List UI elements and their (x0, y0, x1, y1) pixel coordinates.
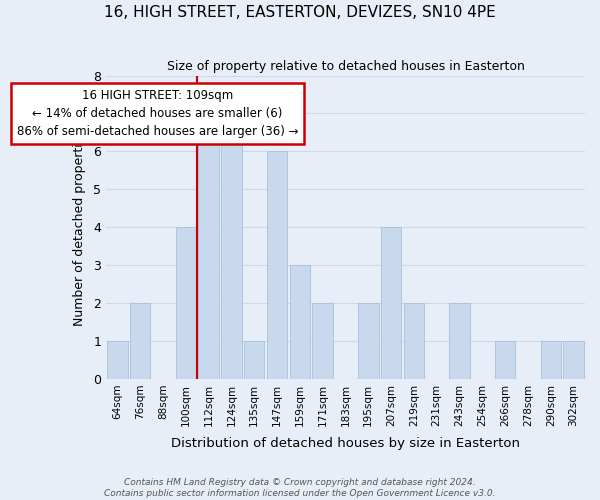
Bar (244, 341, 265, 379)
Bar (563, 341, 584, 379)
Bar (176, 227, 196, 379)
Bar (107, 341, 128, 379)
Bar (199, 114, 219, 379)
Title: Size of property relative to detached houses in Easterton: Size of property relative to detached ho… (167, 60, 524, 73)
Bar (495, 341, 515, 379)
Bar (404, 303, 424, 379)
Bar (130, 303, 151, 379)
Text: 16, HIGH STREET, EASTERTON, DEVIZES, SN10 4PE: 16, HIGH STREET, EASTERTON, DEVIZES, SN1… (104, 5, 496, 20)
X-axis label: Distribution of detached houses by size in Easterton: Distribution of detached houses by size … (171, 437, 520, 450)
Text: 16 HIGH STREET: 109sqm
← 14% of detached houses are smaller (6)
86% of semi-deta: 16 HIGH STREET: 109sqm ← 14% of detached… (17, 89, 298, 138)
Text: Contains HM Land Registry data © Crown copyright and database right 2024.
Contai: Contains HM Land Registry data © Crown c… (104, 478, 496, 498)
Y-axis label: Number of detached properties: Number of detached properties (73, 128, 86, 326)
Bar (313, 303, 333, 379)
Bar (221, 114, 242, 379)
Bar (358, 303, 379, 379)
Bar (449, 303, 470, 379)
Bar (267, 152, 287, 379)
Bar (381, 227, 401, 379)
Bar (541, 341, 561, 379)
Bar (290, 265, 310, 379)
